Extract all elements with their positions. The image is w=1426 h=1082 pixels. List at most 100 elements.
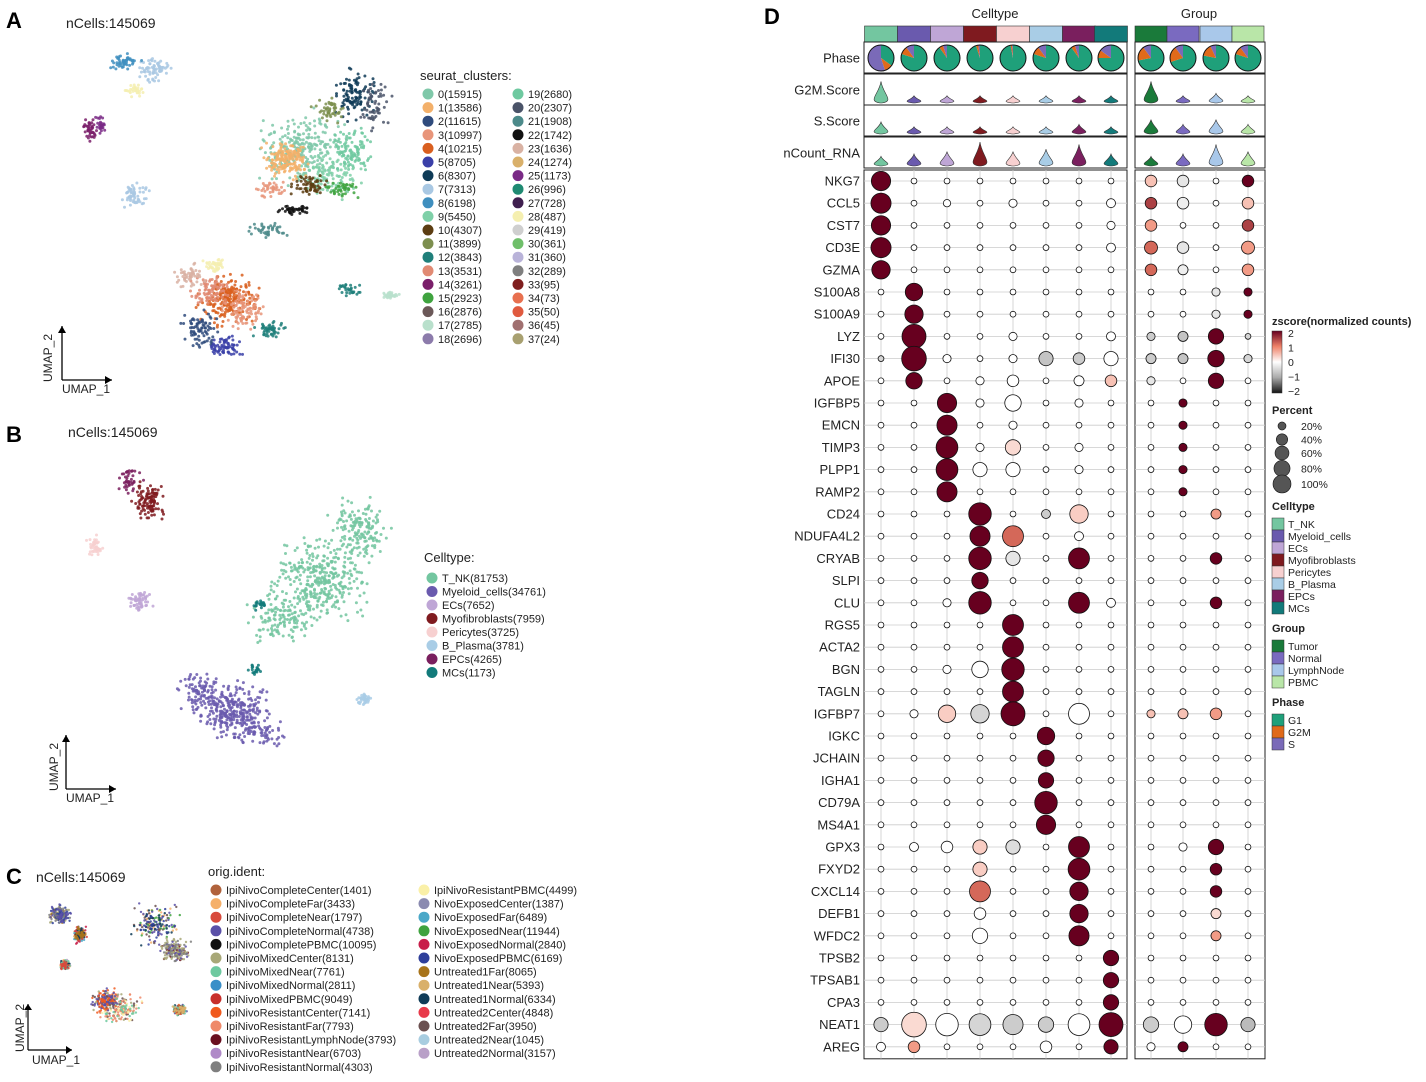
umap-point <box>389 526 393 530</box>
umap-point <box>355 292 359 296</box>
umap-point <box>271 145 275 149</box>
umap-point <box>59 913 63 916</box>
umap-point <box>87 121 91 125</box>
umap-point <box>137 91 141 95</box>
umap-point <box>347 188 351 192</box>
umap-point <box>225 721 229 725</box>
umap-point <box>262 332 266 336</box>
umap-point <box>214 677 218 681</box>
umap-point <box>304 124 308 127</box>
umap-point <box>282 569 286 572</box>
umap-point <box>208 699 212 703</box>
umap-point <box>298 573 302 577</box>
umap-point <box>333 560 337 564</box>
umap-point <box>123 205 126 209</box>
umap-point <box>218 337 222 341</box>
umap-point <box>249 715 253 719</box>
umap-point <box>271 324 275 328</box>
umap-point <box>281 634 285 638</box>
umap-point <box>233 732 237 736</box>
umap-point <box>340 503 344 507</box>
umap-point <box>273 172 277 176</box>
umap-point <box>226 686 230 690</box>
umap-point <box>282 326 286 330</box>
umap-point <box>114 1001 117 1004</box>
umap-point <box>330 571 334 575</box>
umap-point <box>252 731 256 735</box>
umap-point <box>148 935 151 938</box>
umap-cluster <box>326 495 393 565</box>
umap-point <box>296 171 300 175</box>
umap-point <box>342 161 346 165</box>
umap-point <box>210 344 214 348</box>
umap-point <box>272 329 276 333</box>
umap-point <box>183 337 187 341</box>
umap-point <box>348 183 352 187</box>
umap-point <box>225 728 229 732</box>
umap-point <box>358 140 362 143</box>
umap-point <box>142 478 145 482</box>
umap-point <box>233 726 237 730</box>
umap-point <box>208 713 212 716</box>
umap-point <box>146 77 150 81</box>
umap-point <box>328 157 332 161</box>
umap-point <box>67 912 70 915</box>
umap-point <box>359 161 363 165</box>
umap-point <box>191 708 195 712</box>
umap-point <box>117 58 121 62</box>
umap-point <box>111 65 115 69</box>
umap-point <box>269 603 273 606</box>
umap-point <box>258 635 262 639</box>
umap-point <box>215 705 219 708</box>
umap-point <box>309 105 313 109</box>
umap-point <box>215 709 219 713</box>
umap-point <box>245 318 248 321</box>
umap-point <box>200 326 204 330</box>
umap-point <box>280 190 284 194</box>
umap-point <box>157 79 161 83</box>
umap-point <box>312 106 316 110</box>
umap-point <box>210 706 213 710</box>
umap-point <box>359 126 363 130</box>
umap-point <box>319 151 322 155</box>
umap-point <box>145 933 148 936</box>
legend-item: 19(2680) <box>512 88 572 101</box>
umap-point <box>284 592 288 595</box>
umap-point <box>275 228 279 232</box>
umap-point <box>326 513 330 517</box>
umap-point <box>169 947 172 950</box>
umap-point <box>238 352 242 356</box>
umap-point <box>241 294 245 298</box>
umap-point <box>347 577 351 580</box>
umap-point <box>216 295 220 299</box>
legend-swatch <box>422 197 434 209</box>
umap-point <box>265 716 269 720</box>
umap-point <box>219 721 223 724</box>
umap-point <box>223 310 227 314</box>
umap-point <box>240 273 244 277</box>
umap-cluster <box>209 334 244 356</box>
umap-point <box>199 676 203 680</box>
umap-point <box>168 925 171 928</box>
umap-point <box>196 705 200 709</box>
umap-point <box>127 189 131 193</box>
umap-point <box>327 589 331 593</box>
umap-point <box>56 908 59 911</box>
umap-point <box>351 538 355 542</box>
umap-point <box>88 538 92 542</box>
umap-point <box>328 145 332 149</box>
umap-point <box>260 603 264 606</box>
umap-point <box>308 562 312 566</box>
umap-point <box>272 332 276 336</box>
umap-point <box>285 163 289 167</box>
umap-point <box>165 919 168 922</box>
umap-point <box>309 595 313 599</box>
legend-swatch <box>422 170 434 182</box>
umap-point <box>318 537 322 541</box>
legend-item: 37(24) <box>512 333 560 346</box>
legend-label: 6(8307) <box>438 171 476 183</box>
umap-point <box>367 521 371 525</box>
umap-point <box>297 561 301 565</box>
umap-point <box>304 611 308 615</box>
umap-point <box>205 262 209 265</box>
